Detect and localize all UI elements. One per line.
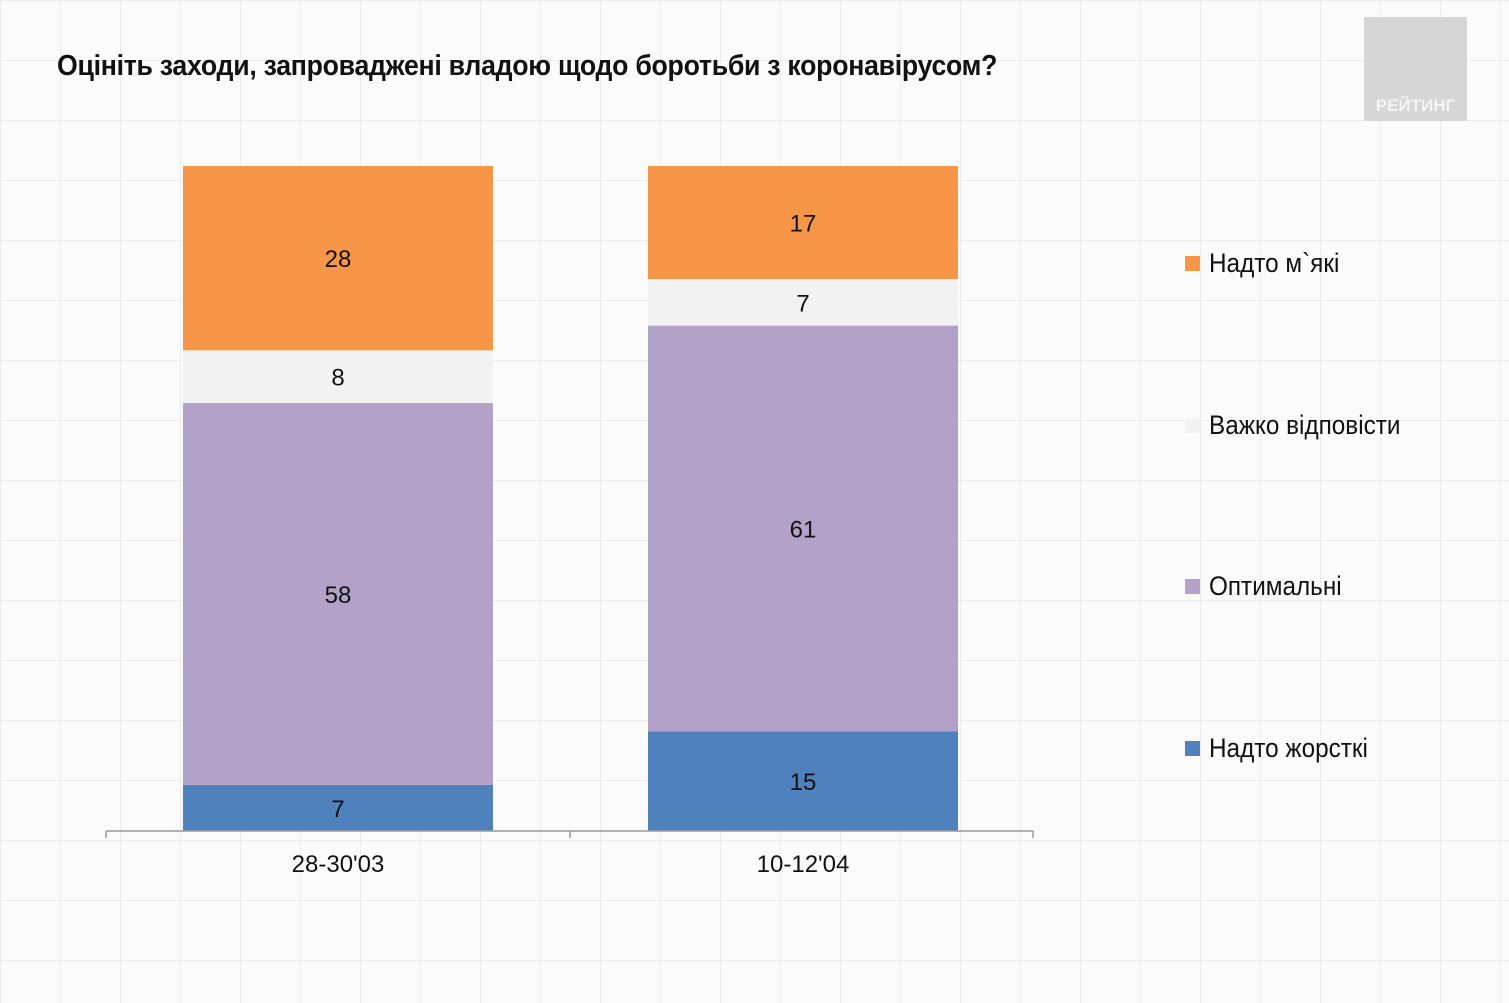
data-label: 58 <box>325 582 352 609</box>
legend-swatch <box>1185 741 1200 756</box>
data-label: 28 <box>325 246 352 273</box>
category-label: 10-12'04 <box>757 851 850 878</box>
data-label: 7 <box>331 796 344 823</box>
legend-swatch <box>1185 418 1200 433</box>
legend-swatch <box>1185 579 1200 594</box>
category-label: 28-30'03 <box>292 851 385 878</box>
bar-segment <box>648 279 958 326</box>
data-label: 15 <box>790 769 817 796</box>
bar-segment <box>648 166 958 280</box>
data-label: 8 <box>331 365 344 392</box>
legend-item: Надто жорсткі <box>1185 733 1386 764</box>
legend-item: Надто м`які <box>1185 248 1354 279</box>
legend-item: Важко відповісти <box>1185 410 1422 441</box>
rating-logo: РЕЙТИНГ <box>1364 17 1467 121</box>
legend-item: Оптимальні <box>1185 571 1356 602</box>
bar-segment <box>183 166 493 351</box>
data-label: 61 <box>790 516 817 543</box>
logo-text: РЕЙТИНГ <box>1375 96 1456 115</box>
bar-segment <box>183 784 493 831</box>
legend-label: Оптимальні <box>1209 571 1342 601</box>
legend-swatch <box>1185 256 1200 271</box>
legend-label: Надто жорсткі <box>1209 733 1368 763</box>
bar-segment <box>648 731 958 831</box>
chart-title: Оцініть заходи, запроваджені владою щодо… <box>57 50 998 82</box>
legend-label: Важко відповісти <box>1209 410 1401 440</box>
bar-segment <box>183 403 493 785</box>
bar-segment <box>183 350 493 404</box>
legend-label: Надто м`які <box>1209 248 1340 278</box>
data-label: 17 <box>790 211 817 238</box>
data-label: 7 <box>796 290 809 317</box>
bar-segment <box>648 325 958 732</box>
